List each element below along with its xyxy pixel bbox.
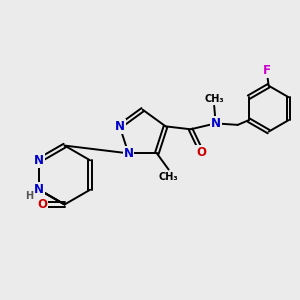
Text: N: N [34, 154, 44, 167]
Text: N: N [115, 120, 125, 133]
Text: H: H [25, 190, 33, 201]
Text: F: F [263, 64, 271, 77]
Text: CH₃: CH₃ [204, 94, 224, 104]
Text: N: N [123, 147, 134, 160]
Text: N: N [211, 117, 221, 130]
Text: O: O [196, 146, 206, 159]
Text: O: O [38, 198, 47, 211]
Text: N: N [34, 183, 44, 196]
Text: CH₃: CH₃ [159, 172, 178, 182]
